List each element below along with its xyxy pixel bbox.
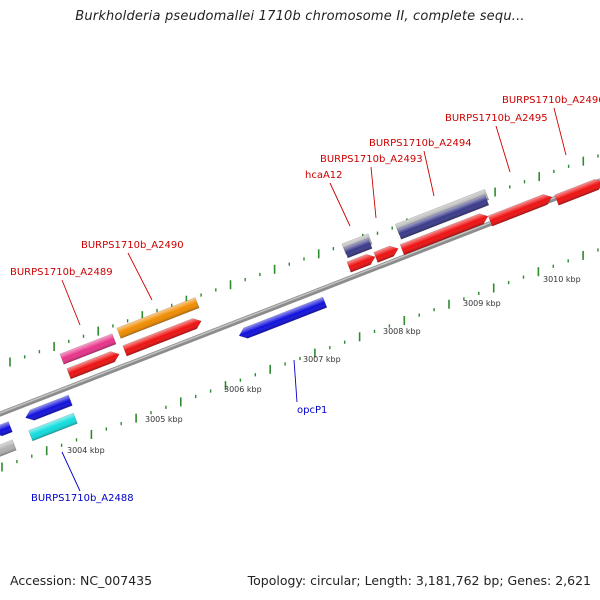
blue-gene-a <box>238 296 328 339</box>
red-gene-g <box>554 179 600 206</box>
gene-sheen <box>346 254 376 273</box>
kbp-labels: 3004 kbp 3005 kbp 3006 kbp 3007 kbp 3008… <box>67 275 581 455</box>
feature-track <box>0 179 600 459</box>
navy-gene-a <box>343 237 373 259</box>
map-title: Burkholderia pseudomallei 1710b chromoso… <box>75 9 525 24</box>
gene-sheen <box>28 413 78 441</box>
genome-summary: Topology: circular; Length: 3,181,762 bp… <box>247 573 591 588</box>
gene-label-a2488[interactable]: BURPS1710b_A2488 <box>31 493 134 504</box>
gene-sheen <box>397 194 489 240</box>
red-gene-a <box>66 351 120 380</box>
kbp-label: 3008 kbp <box>383 327 421 336</box>
gene-sheen <box>122 318 202 357</box>
gene-sheen <box>488 194 552 227</box>
gene-label-a2490[interactable]: BURPS1710b_A2490 <box>81 240 184 251</box>
kbp-label: 3005 kbp <box>145 415 183 424</box>
pink-gene <box>59 333 117 365</box>
gene-sheen <box>343 238 373 258</box>
gene-sheen <box>66 351 120 379</box>
label-leaders <box>61 107 567 492</box>
gene-sheen <box>554 179 600 206</box>
leader-line <box>293 359 298 403</box>
cyan-gene <box>28 412 78 442</box>
gene-sheen <box>116 297 200 339</box>
kbp-label: 3009 kbp <box>463 299 501 308</box>
tick-row-bottom <box>1 248 599 472</box>
gene-label-a2493[interactable]: BURPS1710b_A2493 <box>320 154 423 165</box>
leader-line <box>495 125 511 173</box>
kbp-label: 3004 kbp <box>67 446 105 455</box>
kbp-label: 3010 kbp <box>543 275 581 284</box>
gene-label-a2495[interactable]: BURPS1710b_A2495 <box>445 113 548 124</box>
red-gene-c <box>346 254 376 273</box>
gene-sheen <box>239 297 327 339</box>
leader-line <box>423 150 435 197</box>
gene-sheen <box>373 246 399 263</box>
leader-line <box>61 279 81 326</box>
leader-line <box>553 107 567 156</box>
gene-sheen <box>400 213 488 255</box>
gene-sheen <box>0 421 13 436</box>
gene-label-a2496[interactable]: BURPS1710b_A2496 <box>502 95 600 106</box>
blue-gene-b <box>25 394 73 421</box>
gene-label-a2494[interactable]: BURPS1710b_A2494 <box>369 138 472 149</box>
leader-line <box>329 182 351 227</box>
navy-gene-b <box>396 194 490 240</box>
blue-gene-c <box>0 421 13 437</box>
kbp-label: 3006 kbp <box>224 385 262 394</box>
accession-text: Accession: NC_007435 <box>10 573 153 588</box>
red-gene-f <box>487 194 553 227</box>
red-gene-d <box>373 245 399 263</box>
gene-sheen <box>25 395 73 421</box>
tick-row-top <box>9 154 599 367</box>
leader-line <box>61 451 81 492</box>
kbp-label: 3007 kbp <box>303 355 341 364</box>
red-gene-b <box>122 318 202 357</box>
grey-gene-c <box>0 439 17 459</box>
feature-labels: BURPS1710b_A2489 BURPS1710b_A2490 hcaA12… <box>10 95 600 504</box>
orange-gene <box>116 297 200 339</box>
leader-line <box>370 166 377 219</box>
gene-label-opcp1[interactable]: opcP1 <box>297 405 327 416</box>
gene-label-a2489[interactable]: BURPS1710b_A2489 <box>10 267 113 278</box>
leader-line <box>127 252 153 301</box>
gene-sheen <box>0 439 17 459</box>
gene-sheen <box>59 333 117 365</box>
gene-label-hcaa12[interactable]: hcaA12 <box>305 170 343 181</box>
red-gene-e <box>399 213 489 256</box>
